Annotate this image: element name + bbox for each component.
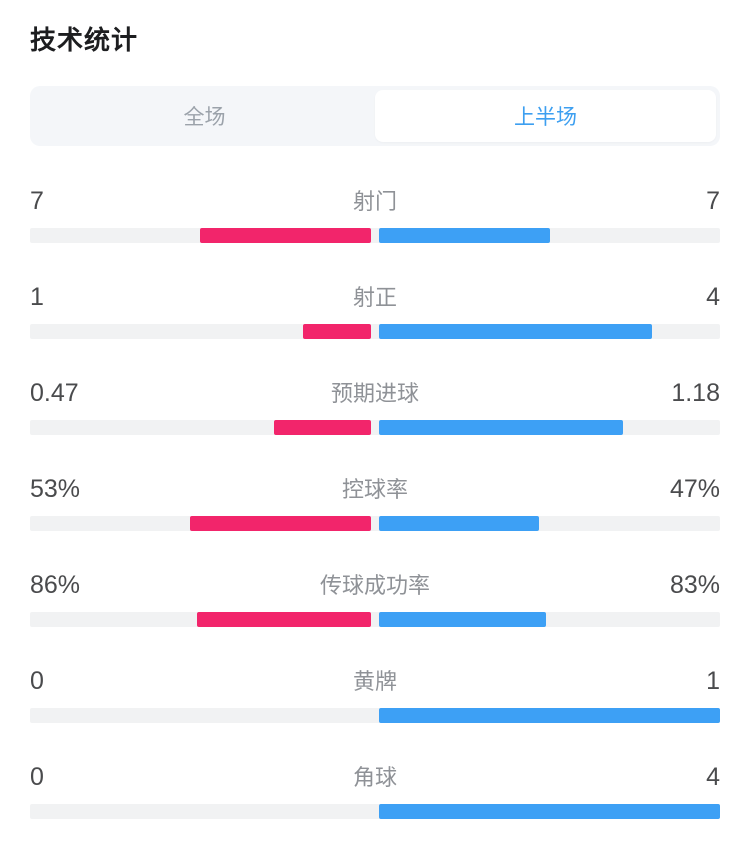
stat-header: 1 射正 4 (30, 282, 720, 312)
stat-header: 0.47 预期进球 1.18 (30, 378, 720, 408)
stat-row: 86% 传球成功率 83% (30, 570, 720, 627)
away-bar (379, 516, 539, 531)
away-bar (379, 804, 720, 819)
away-bar (379, 324, 652, 339)
away-value: 83% (669, 571, 720, 599)
stat-row: 0 黄牌 1 (30, 666, 720, 723)
stat-label: 传球成功率 (319, 573, 430, 598)
tab-full-match[interactable]: 全场 (183, 106, 226, 129)
stat-row: 1 射正 4 (30, 282, 720, 339)
stat-label: 控球率 (341, 477, 408, 502)
stat-row: 0.47 预期进球 1.18 (30, 378, 720, 435)
bar-track (30, 516, 720, 531)
stat-row: 7 射门 7 (30, 186, 720, 243)
away-value: 47% (669, 475, 720, 503)
home-bar (274, 420, 371, 435)
away-value: 1 (706, 667, 720, 695)
stat-label: 预期进球 (330, 381, 419, 406)
bar-track (30, 228, 720, 243)
bar-track (30, 804, 720, 819)
stat-header: 7 射门 7 (30, 186, 720, 216)
away-value: 4 (706, 763, 720, 791)
stat-header: 0 黄牌 1 (30, 666, 720, 696)
bar-track (30, 420, 720, 435)
stat-label: 角球 (352, 765, 397, 790)
away-value: 4 (706, 283, 720, 311)
stat-row: 53% 控球率 47% (30, 474, 720, 531)
home-value: 53% (30, 475, 81, 503)
away-bar (379, 228, 550, 243)
away-value: 1.18 (671, 379, 720, 407)
bar-track (30, 324, 720, 339)
tab-first-half[interactable]: 上半场 (375, 90, 716, 142)
bar-track (30, 612, 720, 627)
page-title: 技术统计 (30, 25, 139, 55)
away-value: 7 (706, 187, 720, 215)
period-tabs: 全场 上半场 (30, 86, 720, 146)
stat-header: 86% 传球成功率 83% (30, 570, 720, 600)
home-value: 86% (30, 571, 81, 599)
bar-track (30, 708, 720, 723)
stat-header: 0 角球 4 (30, 762, 720, 792)
home-value: 0 (30, 763, 44, 791)
home-value: 1 (30, 283, 44, 311)
stat-label: 黄牌 (352, 669, 397, 694)
home-bar (200, 228, 371, 243)
home-bar (190, 516, 371, 531)
stat-header: 53% 控球率 47% (30, 474, 720, 504)
home-bar (303, 324, 371, 339)
home-value: 7 (30, 187, 44, 215)
home-value: 0.47 (30, 379, 79, 407)
home-value: 0 (30, 667, 44, 695)
stat-row: 0 角球 4 (30, 762, 720, 819)
stat-label: 射门 (352, 189, 397, 214)
away-bar (379, 420, 623, 435)
home-bar (197, 612, 371, 627)
away-bar (379, 612, 546, 627)
stats-list: 7 射门 7 1 射正 4 0.47 预期进球 1.18 (30, 186, 720, 819)
stat-label: 射正 (352, 285, 397, 310)
away-bar (379, 708, 720, 723)
